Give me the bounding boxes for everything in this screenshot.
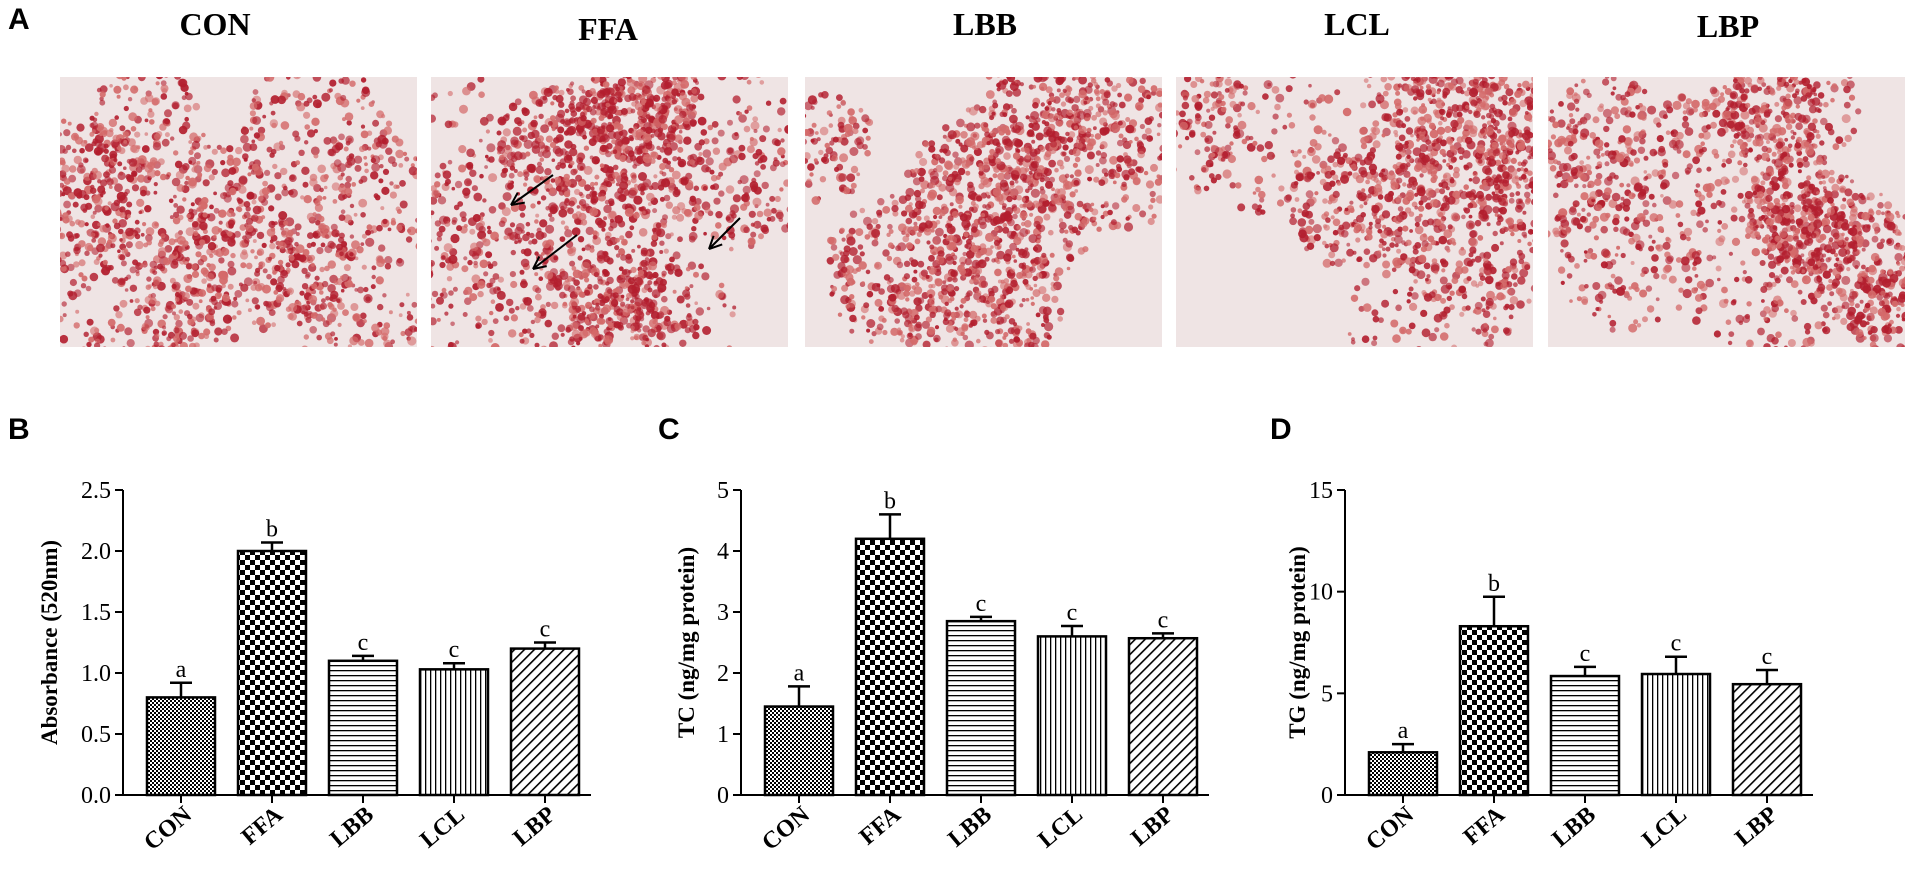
significance-letter: a bbox=[1398, 718, 1409, 744]
y-tick-label: 1.5 bbox=[81, 600, 111, 626]
y-tick-label: 2.0 bbox=[81, 539, 111, 565]
bar-lbb bbox=[327, 659, 399, 797]
y-tick-label: 2 bbox=[717, 661, 729, 687]
bar-lbp bbox=[509, 647, 581, 797]
y-axis-label: TC (ng/mg protein) bbox=[674, 547, 699, 738]
significance-letter: c bbox=[976, 591, 987, 617]
bar-con bbox=[763, 705, 835, 797]
bar-lbp bbox=[1731, 682, 1803, 797]
panel-label-d: D bbox=[1270, 413, 1292, 446]
panel-label-a: A bbox=[8, 3, 30, 36]
y-tick-label: 0.0 bbox=[81, 783, 111, 809]
x-tick-label: LCL bbox=[1637, 802, 1692, 854]
micrograph-ffa bbox=[431, 77, 788, 347]
x-tick-label: LCL bbox=[415, 802, 470, 854]
bar-lcl bbox=[418, 668, 490, 797]
x-tick-label: FFA bbox=[855, 801, 907, 850]
x-tick-label: LBB bbox=[943, 802, 997, 853]
micrograph-title-ffa: FFA bbox=[578, 11, 638, 47]
x-tick-label: CON bbox=[1361, 801, 1419, 856]
y-tick-label: 2.5 bbox=[81, 478, 111, 504]
micrograph-title-lcl: LCL bbox=[1324, 6, 1390, 42]
significance-letter: a bbox=[794, 660, 805, 686]
x-tick-label: LBP bbox=[508, 802, 560, 852]
significance-letter: c bbox=[1580, 641, 1591, 667]
bar-con bbox=[145, 696, 217, 797]
x-tick-label: LBP bbox=[1126, 802, 1178, 852]
x-tick-label: LBB bbox=[325, 802, 379, 853]
panel-label-c: C bbox=[658, 413, 680, 446]
bar-ffa bbox=[1458, 624, 1530, 797]
y-tick-label: 4 bbox=[717, 539, 729, 565]
lipid-droplet-arrow bbox=[510, 174, 554, 206]
bar-lcl bbox=[1036, 635, 1108, 797]
significance-letter: c bbox=[1067, 600, 1078, 626]
chart-tc: 0 1 2 3 4 5 TC (ng/mg protein) a CON b FFA c LBB c LCL… bbox=[650, 470, 1250, 875]
significance-letter: c bbox=[1158, 607, 1169, 633]
x-tick-label: FFA bbox=[1459, 801, 1511, 850]
significance-letter: c bbox=[449, 637, 460, 663]
x-tick-label: FFA bbox=[237, 801, 289, 850]
chart-absorbance: 0.0 0.5 1.0 1.5 2.0 2.5 Absorbance (520nm) a CON… bbox=[0, 470, 600, 875]
y-tick-label: 15 bbox=[1309, 478, 1333, 504]
micrograph-title-lbb: LBB bbox=[952, 6, 1018, 42]
bar-ffa bbox=[854, 537, 926, 797]
lipid-droplet-arrow bbox=[708, 217, 741, 250]
y-axis-label: TG (ng/mg protein) bbox=[1285, 546, 1310, 739]
bar-lcl bbox=[1640, 672, 1712, 797]
y-axis-label: Absorbance (520nm) bbox=[37, 540, 62, 745]
x-tick-label: LBP bbox=[1730, 802, 1782, 852]
significance-letter: b bbox=[1488, 571, 1500, 597]
y-tick-label: 5 bbox=[717, 478, 729, 504]
significance-letter: c bbox=[540, 617, 551, 643]
micrograph-lbp bbox=[1548, 77, 1905, 347]
micrograph-lcl bbox=[1176, 77, 1533, 347]
significance-letter: c bbox=[358, 630, 369, 656]
x-tick-label: CON bbox=[139, 801, 197, 856]
y-tick-label: 10 bbox=[1309, 580, 1333, 606]
y-tick-label: 3 bbox=[717, 600, 729, 626]
y-tick-label: 1.0 bbox=[81, 661, 111, 687]
y-tick-label: 0 bbox=[1321, 783, 1333, 809]
bar-con bbox=[1367, 751, 1439, 797]
x-tick-label: CON bbox=[757, 801, 815, 856]
significance-letter: b bbox=[266, 516, 278, 542]
panel-label-b: B bbox=[8, 413, 30, 446]
bar-lbb bbox=[945, 619, 1017, 797]
significance-letter: b bbox=[884, 488, 896, 514]
x-tick-label: LBB bbox=[1547, 802, 1601, 853]
micrograph-lbb bbox=[805, 77, 1162, 347]
significance-letter: a bbox=[176, 657, 187, 683]
bar-lbp bbox=[1127, 636, 1199, 797]
y-tick-label: 1 bbox=[717, 722, 729, 748]
significance-letter: c bbox=[1762, 644, 1773, 670]
bar-ffa bbox=[236, 549, 308, 797]
bar-lbb bbox=[1549, 674, 1621, 797]
micrograph-title-con: CON bbox=[179, 6, 251, 42]
y-tick-label: 5 bbox=[1321, 681, 1333, 707]
chart-tg: 0 5 10 15 TG (ng/mg protein) a CON b FFA c LBB c LCL… bbox=[1262, 470, 1862, 875]
y-tick-label: 0 bbox=[717, 783, 729, 809]
significance-letter: c bbox=[1671, 631, 1682, 657]
lipid-droplet-arrow bbox=[532, 234, 578, 270]
micrograph-con bbox=[60, 77, 417, 347]
micrograph-title-lbp: LBP bbox=[1696, 8, 1760, 44]
y-tick-label: 0.5 bbox=[81, 722, 111, 748]
x-tick-label: LCL bbox=[1033, 802, 1088, 854]
